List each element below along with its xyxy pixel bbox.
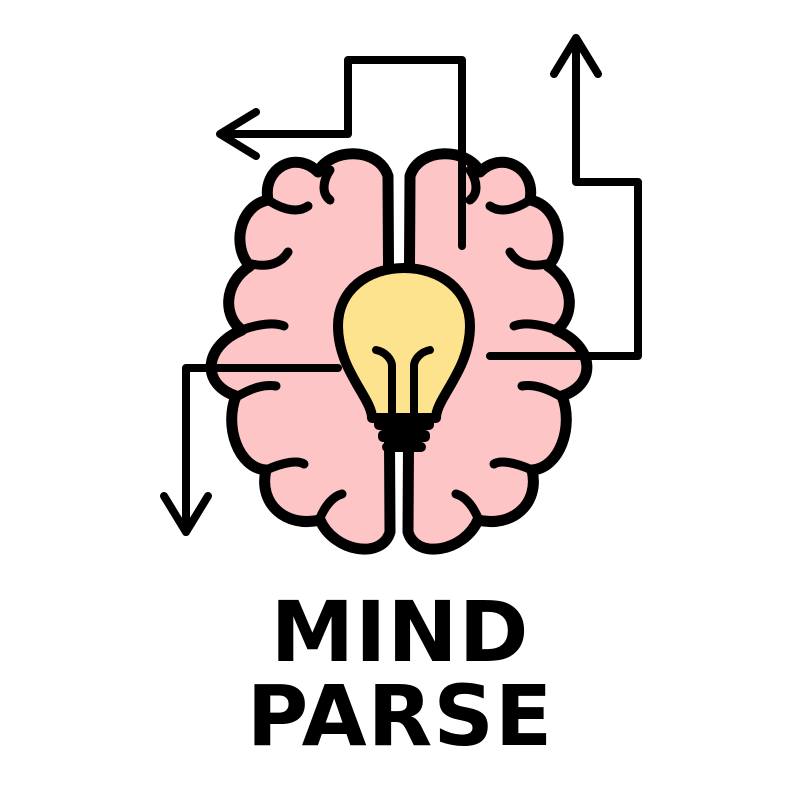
brain-fold-lines-right bbox=[451, 165, 565, 523]
wordmark-line-2: PARSE bbox=[246, 667, 554, 765]
lightbulb-glass bbox=[333, 263, 475, 423]
brain-lightbulb-logo bbox=[160, 34, 642, 555]
brain-left-hemisphere bbox=[205, 148, 396, 555]
brain-right-hemisphere bbox=[402, 148, 593, 555]
lightbulb-filament bbox=[372, 346, 434, 418]
lightbulb-icon bbox=[333, 263, 475, 452]
arrow-up-icon bbox=[486, 34, 642, 360]
lightbulb-base bbox=[374, 416, 434, 452]
arrow-down-icon bbox=[160, 364, 342, 536]
brain-fold-lines-left bbox=[233, 165, 347, 523]
wordmark-line-1: MIND bbox=[270, 583, 530, 681]
arrow-left-icon bbox=[216, 56, 466, 250]
